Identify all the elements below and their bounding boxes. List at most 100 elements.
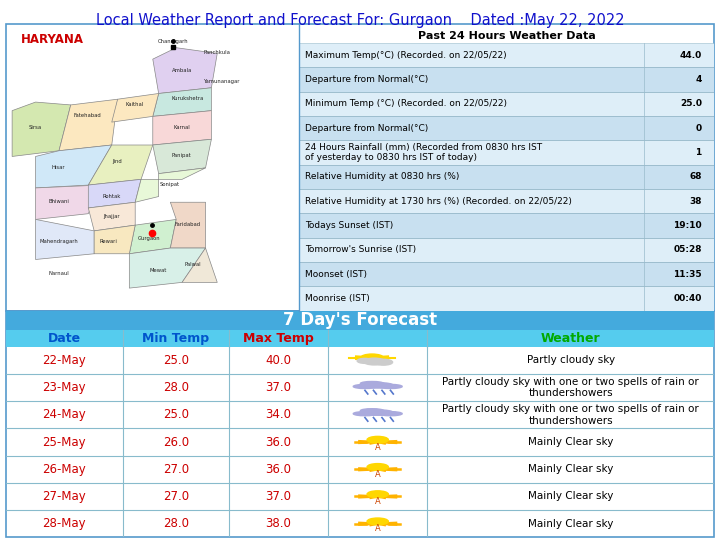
Text: Narnaul: Narnaul: [48, 271, 69, 276]
Text: Maximum Temp(°C) (Recorded. on 22/05/22): Maximum Temp(°C) (Recorded. on 22/05/22): [305, 51, 507, 59]
Text: Weather: Weather: [541, 332, 600, 345]
Text: 7 Day's Forecast: 7 Day's Forecast: [283, 311, 437, 329]
Text: 11:35: 11:35: [673, 269, 702, 279]
Text: 27.0: 27.0: [163, 463, 189, 476]
FancyBboxPatch shape: [299, 92, 714, 116]
Text: Sonipat: Sonipat: [160, 182, 180, 187]
Ellipse shape: [360, 381, 384, 386]
Text: Chandigarh: Chandigarh: [158, 39, 188, 44]
Text: 26.0: 26.0: [163, 436, 189, 449]
Text: Mahendragarh: Mahendragarh: [39, 239, 78, 244]
Text: Relative Humidity at 1730 hrs (%) (Recorded. on 22/05/22): Relative Humidity at 1730 hrs (%) (Recor…: [305, 197, 572, 206]
FancyBboxPatch shape: [299, 286, 714, 310]
Text: Partly cloudy sky with one or two spells of rain or
thundershowers: Partly cloudy sky with one or two spells…: [442, 404, 699, 426]
Ellipse shape: [354, 411, 377, 416]
Text: Kurukshetra: Kurukshetra: [171, 96, 204, 101]
Text: 1: 1: [696, 148, 702, 157]
Text: A: A: [375, 470, 381, 479]
Circle shape: [367, 518, 388, 525]
Text: 19:10: 19:10: [673, 221, 702, 230]
Text: Mainly Clear sky: Mainly Clear sky: [528, 464, 613, 474]
Text: 38.0: 38.0: [266, 517, 292, 530]
FancyBboxPatch shape: [299, 43, 714, 67]
FancyBboxPatch shape: [299, 116, 714, 140]
Text: Ambala: Ambala: [171, 68, 192, 72]
Text: 24-May: 24-May: [42, 408, 86, 421]
Text: Faridabad: Faridabad: [174, 222, 200, 227]
Text: Fatehabad: Fatehabad: [74, 113, 102, 118]
Text: 24 Hours Rainfall (mm) (Recorded from 0830 hrs IST
of yesterday to 0830 hrs IST : 24 Hours Rainfall (mm) (Recorded from 08…: [305, 143, 542, 162]
Text: 37.0: 37.0: [266, 381, 292, 394]
Text: Relative Humidity at 0830 hrs (%): Relative Humidity at 0830 hrs (%): [305, 172, 459, 181]
Text: Mainly Clear sky: Mainly Clear sky: [528, 519, 613, 529]
Text: Jind: Jind: [112, 159, 122, 164]
FancyBboxPatch shape: [299, 213, 714, 238]
Text: A: A: [375, 443, 381, 451]
Text: 00:40: 00:40: [673, 294, 702, 303]
Text: Departure from Normal(°C): Departure from Normal(°C): [305, 124, 428, 132]
FancyBboxPatch shape: [299, 238, 714, 262]
Text: 44.0: 44.0: [680, 51, 702, 59]
Text: 25-May: 25-May: [42, 436, 86, 449]
Text: Partly cloudy sky with one or two spells of rain or
thundershowers: Partly cloudy sky with one or two spells…: [442, 377, 699, 399]
Text: 36.0: 36.0: [266, 463, 292, 476]
Circle shape: [357, 359, 373, 363]
Text: 38: 38: [689, 197, 702, 206]
Circle shape: [367, 491, 388, 498]
FancyBboxPatch shape: [6, 310, 714, 330]
Text: 22-May: 22-May: [42, 354, 86, 367]
Text: Date: Date: [48, 332, 81, 345]
Text: 28.0: 28.0: [163, 381, 189, 394]
Text: Past 24 Hours Weather Data: Past 24 Hours Weather Data: [418, 31, 595, 42]
Text: Departure from Normal(°C): Departure from Normal(°C): [305, 75, 428, 84]
Text: 25.0: 25.0: [680, 99, 702, 108]
Text: Panchkula: Panchkula: [203, 50, 230, 56]
FancyBboxPatch shape: [299, 67, 714, 92]
Text: 26-May: 26-May: [42, 463, 86, 476]
Text: Yamunanagar: Yamunanagar: [204, 79, 241, 84]
Text: Tomorrow's Sunrise (IST): Tomorrow's Sunrise (IST): [305, 245, 416, 254]
Text: Local Weather Report and Forecast For: Gurgaon    Dated :May 22, 2022: Local Weather Report and Forecast For: G…: [96, 14, 624, 29]
Ellipse shape: [360, 409, 384, 413]
Text: Moonrise (IST): Moonrise (IST): [305, 294, 370, 303]
Text: Min Temp: Min Temp: [143, 332, 210, 345]
Text: Rewari: Rewari: [99, 239, 117, 244]
Text: 28-May: 28-May: [42, 517, 86, 530]
Text: Partly cloudy sky: Partly cloudy sky: [527, 355, 615, 366]
Text: Sirsa: Sirsa: [29, 125, 42, 130]
Text: A: A: [375, 524, 381, 533]
Text: 23-May: 23-May: [42, 381, 86, 394]
Text: Mewat: Mewat: [150, 268, 167, 273]
Ellipse shape: [379, 384, 402, 388]
Ellipse shape: [362, 410, 393, 415]
Text: 05:28: 05:28: [673, 245, 702, 254]
Text: Bhiwani: Bhiwani: [48, 199, 69, 204]
Text: Mainly Clear sky: Mainly Clear sky: [528, 437, 613, 447]
Text: 37.0: 37.0: [266, 490, 292, 503]
Ellipse shape: [362, 383, 393, 388]
Text: Karnal: Karnal: [174, 125, 190, 130]
Text: 27.0: 27.0: [163, 490, 189, 503]
Text: 27-May: 27-May: [42, 490, 86, 503]
Text: 28.0: 28.0: [163, 517, 189, 530]
Text: Rohtak: Rohtak: [102, 193, 120, 199]
Text: 36.0: 36.0: [266, 436, 292, 449]
Ellipse shape: [354, 384, 377, 388]
Text: Kaithal: Kaithal: [125, 102, 144, 107]
Text: 34.0: 34.0: [266, 408, 292, 421]
FancyBboxPatch shape: [299, 140, 714, 165]
Text: Jhajjar: Jhajjar: [103, 213, 120, 219]
Text: Todays Sunset (IST): Todays Sunset (IST): [305, 221, 393, 230]
Text: Mainly Clear sky: Mainly Clear sky: [528, 491, 613, 502]
Text: 4: 4: [696, 75, 702, 84]
Text: Gurgaon: Gurgaon: [138, 237, 161, 241]
FancyBboxPatch shape: [299, 165, 714, 189]
Ellipse shape: [379, 411, 402, 416]
Text: HARYANA: HARYANA: [20, 33, 84, 46]
Text: Moonset (IST): Moonset (IST): [305, 269, 367, 279]
Text: Max Temp: Max Temp: [243, 332, 314, 345]
Circle shape: [367, 436, 388, 443]
Circle shape: [367, 463, 388, 470]
Text: A: A: [375, 497, 381, 506]
Circle shape: [374, 359, 392, 365]
